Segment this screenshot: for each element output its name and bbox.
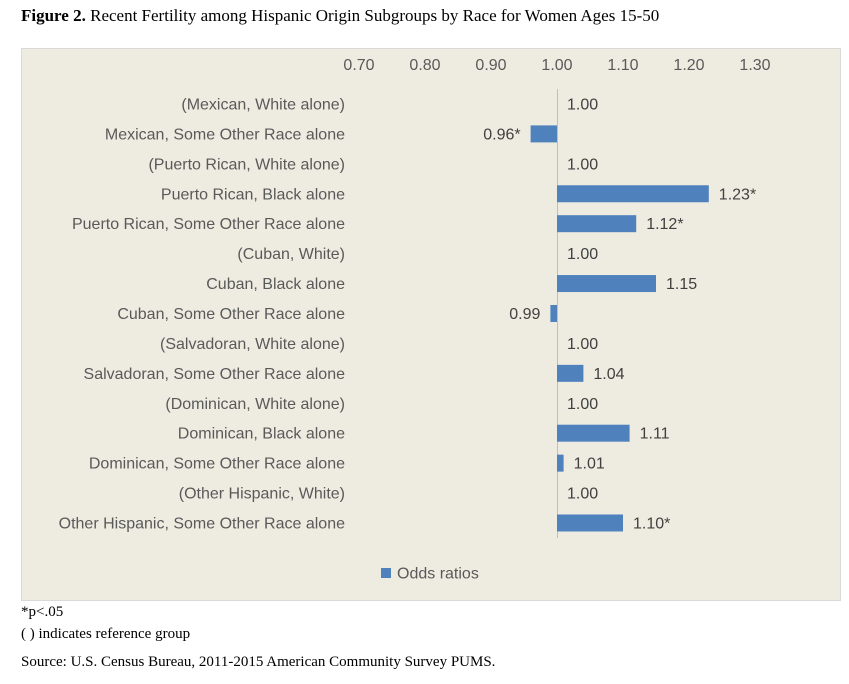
bar-1 — [530, 125, 557, 143]
category-label-10: (Dominican, White alone) — [165, 396, 345, 413]
source-note: Source: U.S. Census Bureau, 2011-2015 Am… — [21, 654, 496, 670]
bar-12 — [557, 454, 564, 472]
x-tick-label-5: 1.20 — [673, 57, 704, 74]
category-label-1: Mexican, Some Other Race alone — [105, 126, 345, 143]
data-label-13: 1.00 — [567, 486, 598, 503]
chart-panel: 0.70 0.80 0.90 1.00 1.10 1.20 1.30 (Mexican, Wh… — [21, 48, 841, 601]
bar-4 — [557, 215, 637, 233]
x-tick-label-6: 1.30 — [739, 57, 770, 74]
category-label-0: (Mexican, White alone) — [181, 96, 345, 113]
data-label-8: 1.00 — [567, 336, 598, 353]
bar-9 — [557, 364, 584, 382]
data-label-12: 1.01 — [574, 456, 605, 473]
data-label-1: 0.96* — [483, 126, 520, 143]
data-label-4: 1.12* — [646, 216, 683, 233]
reference-note: ( ) indicates reference group — [21, 626, 191, 642]
category-label-4: Puerto Rican, Some Other Race alone — [72, 216, 345, 233]
data-label-3: 1.23* — [719, 186, 756, 203]
x-tick-label-3: 1.00 — [541, 57, 572, 74]
category-label-7: Cuban, Some Other Race alone — [117, 306, 345, 323]
category-label-3: Puerto Rican, Black alone — [161, 186, 345, 203]
category-label-14: Other Hispanic, Some Other Race alone — [59, 515, 345, 532]
data-label-14: 1.10* — [633, 515, 670, 532]
significance-note: *p<.05 — [21, 604, 64, 620]
category-label-9: Salvadoran, Some Other Race alone — [84, 366, 346, 383]
bar-14 — [557, 514, 623, 532]
data-label-0: 1.00 — [567, 96, 598, 113]
category-label-8: (Salvadoran, White alone) — [160, 336, 345, 353]
category-label-5: (Cuban, White) — [237, 246, 345, 263]
bar-6 — [557, 275, 656, 293]
legend-label: Odds ratios — [397, 566, 479, 583]
data-label-9: 1.04 — [593, 366, 624, 383]
odds-ratio-bar-chart: 0.70 0.80 0.90 1.00 1.10 1.20 1.30 (Mexican, Wh… — [59, 57, 771, 583]
category-label-13: (Other Hispanic, White) — [179, 486, 345, 503]
x-tick-label-4: 1.10 — [607, 57, 638, 74]
bar-11 — [557, 424, 630, 442]
category-label-6: Cuban, Black alone — [206, 276, 345, 293]
data-label-5: 1.00 — [567, 246, 598, 263]
figure-title: Recent Fertility among Hispanic Origin S… — [85, 6, 660, 25]
data-label-7: 0.99 — [509, 306, 540, 323]
category-label-2: (Puerto Rican, White alone) — [148, 156, 345, 173]
legend-swatch — [381, 568, 391, 578]
data-label-11: 1.11 — [640, 426, 670, 443]
data-label-6: 1.15 — [666, 276, 697, 293]
data-label-10: 1.00 — [567, 396, 598, 413]
x-tick-label-1: 0.80 — [409, 57, 440, 74]
figure-caption: Figure 2. Recent Fertility among Hispani… — [21, 6, 659, 26]
category-label-12: Dominican, Some Other Race alone — [89, 456, 345, 473]
x-tick-label-0: 0.70 — [343, 57, 374, 74]
bar-7 — [550, 304, 557, 322]
figure-label: Figure 2. — [21, 6, 86, 25]
bar-3 — [557, 185, 709, 203]
x-tick-label-2: 0.90 — [475, 57, 506, 74]
data-label-2: 1.00 — [567, 156, 598, 173]
category-label-11: Dominican, Black alone — [178, 426, 345, 443]
